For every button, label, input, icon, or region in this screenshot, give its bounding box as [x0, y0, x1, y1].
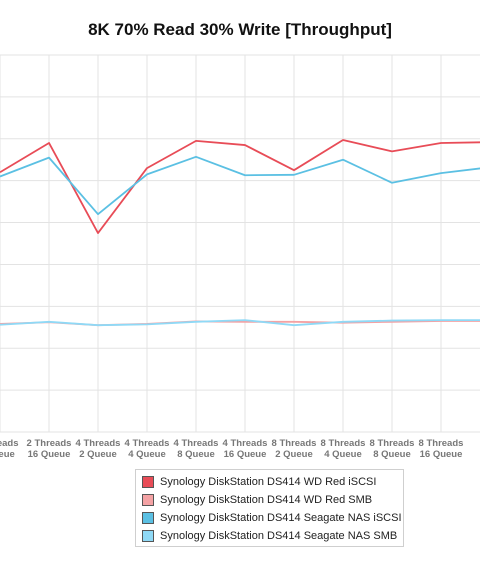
x-tick-label: 4 Threads 8 Queue	[174, 438, 219, 460]
legend-label: Synology DiskStation DS414 WD Red SMB	[160, 494, 373, 506]
series-line-1	[0, 139, 480, 234]
legend-swatch	[142, 530, 154, 542]
series-lines	[0, 139, 480, 327]
legend-label: Synology DiskStation DS414 Seagate NAS i…	[160, 512, 402, 524]
legend-label: Synology DiskStation DS414 WD Red iSCSI	[160, 476, 377, 488]
x-tick-label: 8 Threads 2 Queue	[272, 438, 317, 460]
grid	[0, 54, 480, 433]
x-tick-label: 8 Threads 8 Queue	[370, 438, 415, 460]
series-line-4	[0, 319, 480, 327]
legend-item: Synology DiskStation DS414 WD Red SMB	[142, 491, 403, 509]
legend-swatch	[142, 494, 154, 506]
legend-label: Synology DiskStation DS414 Seagate NAS S…	[160, 530, 398, 542]
x-tick-label: 4 Threads 4 Queue	[125, 438, 170, 460]
x-tick-label: 8 Threads 16 Queue	[419, 438, 464, 460]
legend-item: Synology DiskStation DS414 Seagate NAS S…	[142, 527, 403, 545]
x-tick-label: 4 Threads 16 Queue	[223, 438, 268, 460]
legend-swatch	[142, 476, 154, 488]
legend: Synology DiskStation DS414 WD Red iSCSI S…	[135, 469, 404, 547]
x-tick-label: ThreadsQueue	[0, 438, 18, 460]
legend-item: Synology DiskStation DS414 WD Red iSCSI	[142, 473, 403, 491]
legend-item: Synology DiskStation DS414 Seagate NAS i…	[142, 509, 403, 527]
series-line-3	[0, 155, 480, 216]
chart-title: 8K 70% Read 30% Write [Throughput]	[88, 20, 392, 39]
legend-swatch	[142, 512, 154, 524]
x-tick-label: 4 Threads 2 Queue	[76, 438, 121, 460]
x-tick-label: 2 Threads 16 Queue	[27, 438, 72, 460]
x-tick-label: 8 Threads 4 Queue	[321, 438, 366, 460]
